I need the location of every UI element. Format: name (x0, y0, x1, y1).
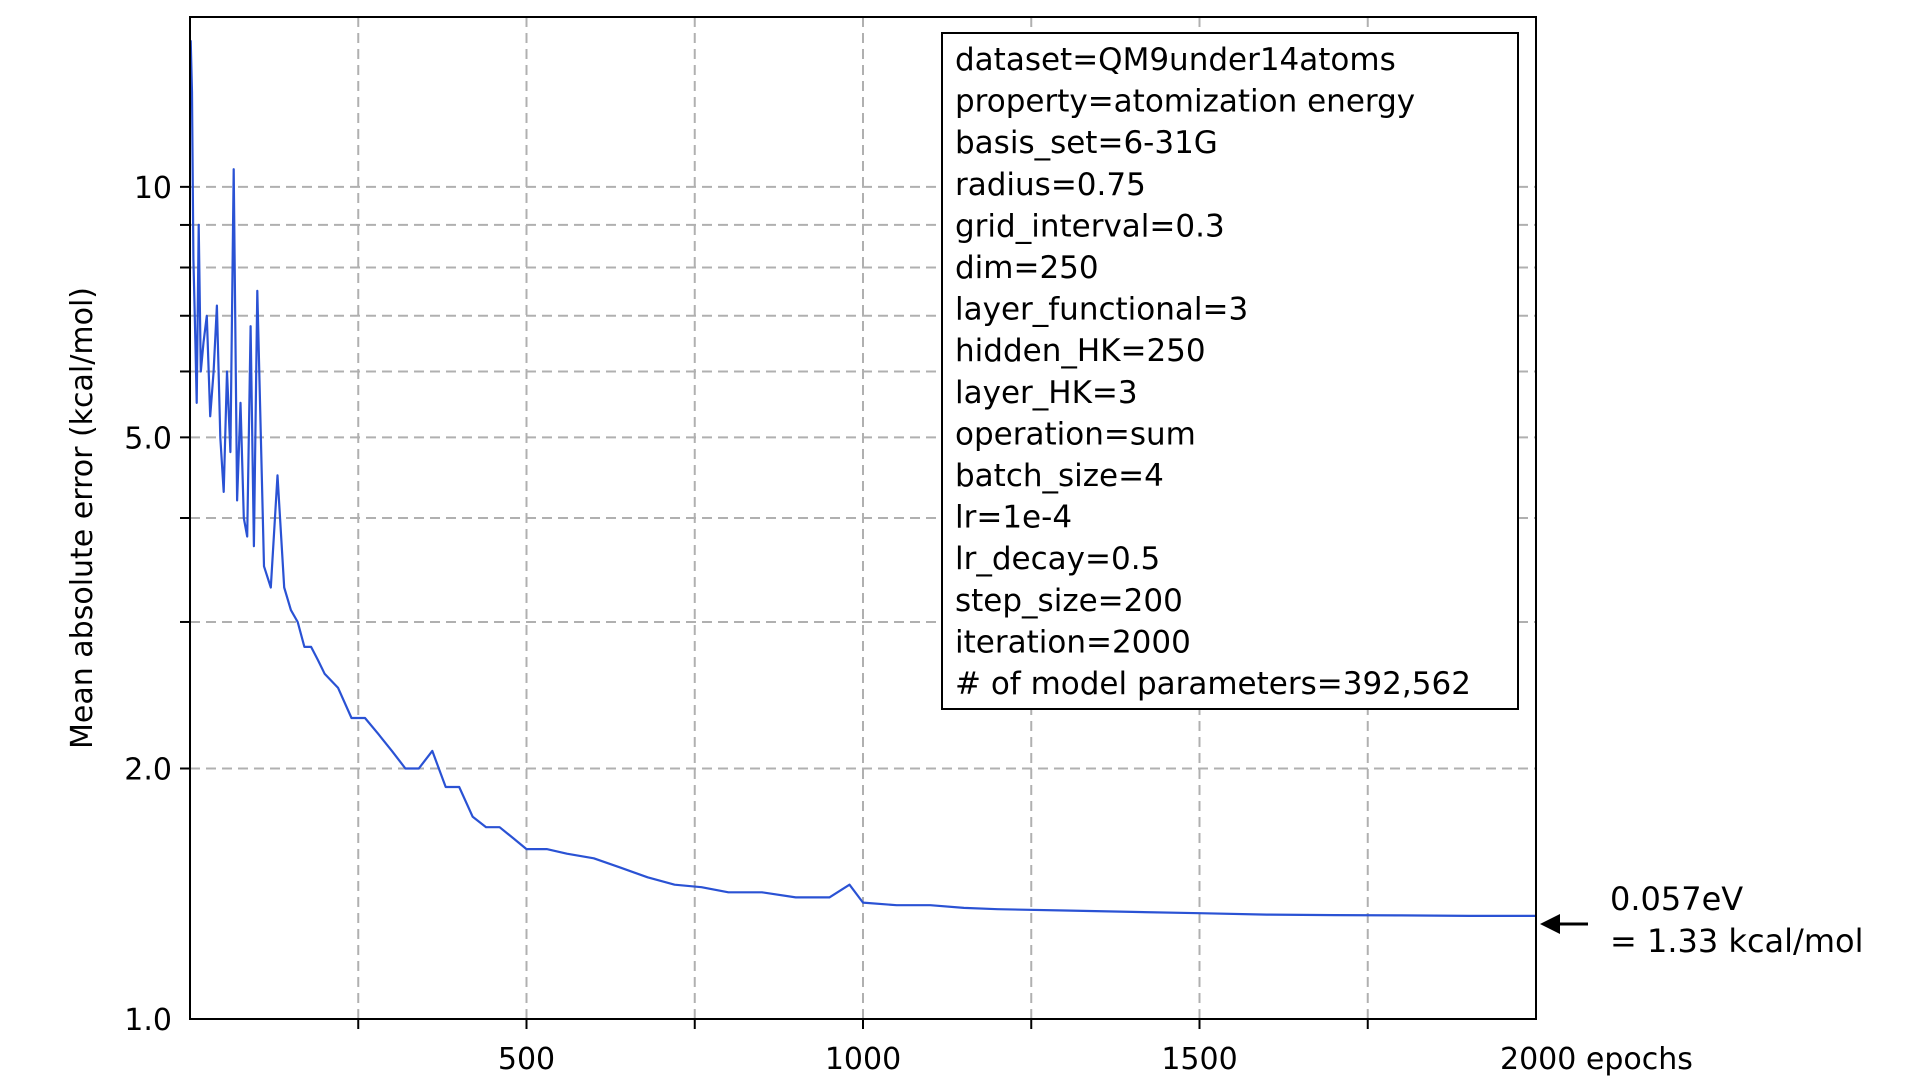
x-axis: 500 1000 1500 2000 epochs (357, 1019, 1693, 1077)
legend-line: # of model parameters=392,562 (955, 666, 1471, 702)
annotation-line1: 0.057eV (1610, 880, 1743, 918)
legend-line: dataset=QM9under14atoms (955, 42, 1396, 78)
legend-line: dim=250 (955, 250, 1099, 286)
series-layer (189, 40, 1536, 918)
x-tick-label: 500 (498, 1042, 555, 1077)
legend-line: operation=sum (955, 416, 1196, 452)
legend-line: basis_set=6-31G (955, 125, 1218, 161)
legend-lines: dataset=QM9under14atoms property=atomizat… (955, 42, 1471, 702)
annotation-line2: = 1.33 kcal/mol (1610, 922, 1863, 960)
final-value-annotation: 0.057eV = 1.33 kcal/mol (1540, 880, 1863, 960)
legend-line: radius=0.75 (955, 167, 1146, 203)
legend-line: lr_decay=0.5 (955, 541, 1160, 577)
legend-line: layer_HK=3 (955, 375, 1138, 411)
legend-line: hidden_HK=250 (955, 333, 1206, 369)
y-axis-label: Mean absolute error (kcal/mol) (65, 287, 100, 749)
y-tick-label: 5.0 (124, 421, 172, 456)
annotation-arrow-icon (1540, 914, 1560, 934)
legend-box (941, 32, 1519, 710)
legend-line: batch_size=4 (955, 458, 1164, 494)
legend-line: layer_functional=3 (955, 292, 1248, 328)
legend: dataset=QM9under14atoms property=atomizat… (941, 32, 1519, 710)
legend-line: step_size=200 (955, 583, 1183, 619)
y-tick-label: 10 (134, 171, 172, 206)
series-line-0 (189, 40, 1536, 918)
legend-line: grid_interval=0.3 (955, 208, 1225, 244)
legend-line: iteration=2000 (955, 624, 1191, 660)
legend-line: lr=1e-4 (955, 500, 1072, 536)
y-tick-label: 2.0 (124, 753, 172, 788)
legend-line: property=atomization energy (955, 84, 1415, 120)
x-tick-label: 1500 (1161, 1042, 1237, 1077)
x-tick-label: 1000 (825, 1042, 901, 1077)
y-tick-label: 1.0 (124, 1003, 172, 1038)
y-axis: 1.0 2.0 5.0 10 (124, 171, 190, 1038)
x-tick-label: 2000 epochs (1500, 1042, 1693, 1077)
